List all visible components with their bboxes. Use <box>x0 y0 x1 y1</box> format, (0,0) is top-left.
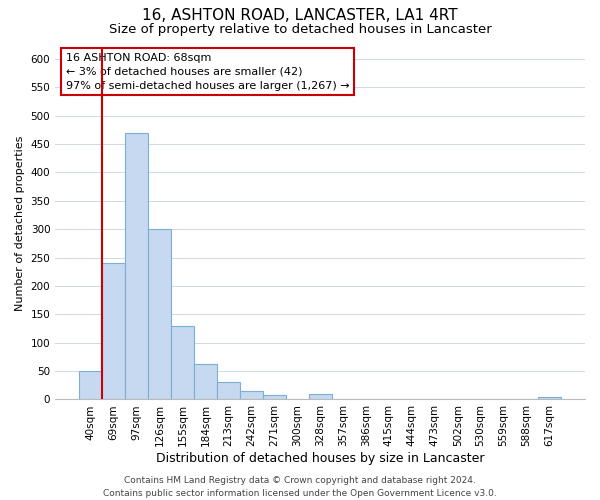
Bar <box>125 132 148 400</box>
Bar <box>308 394 332 400</box>
Text: Size of property relative to detached houses in Lancaster: Size of property relative to detached ho… <box>109 22 491 36</box>
Text: Contains HM Land Registry data © Crown copyright and database right 2024.
Contai: Contains HM Land Registry data © Crown c… <box>103 476 497 498</box>
Bar <box>148 229 171 400</box>
Bar <box>102 263 125 400</box>
Bar <box>217 382 240 400</box>
Bar <box>263 395 286 400</box>
Bar <box>171 326 194 400</box>
Bar <box>538 396 561 400</box>
Bar <box>194 364 217 400</box>
Text: 16 ASHTON ROAD: 68sqm
← 3% of detached houses are smaller (42)
97% of semi-detac: 16 ASHTON ROAD: 68sqm ← 3% of detached h… <box>66 53 349 91</box>
Text: 16, ASHTON ROAD, LANCASTER, LA1 4RT: 16, ASHTON ROAD, LANCASTER, LA1 4RT <box>142 8 458 22</box>
Y-axis label: Number of detached properties: Number of detached properties <box>15 136 25 311</box>
Bar <box>240 391 263 400</box>
X-axis label: Distribution of detached houses by size in Lancaster: Distribution of detached houses by size … <box>156 452 484 465</box>
Bar <box>79 371 102 400</box>
